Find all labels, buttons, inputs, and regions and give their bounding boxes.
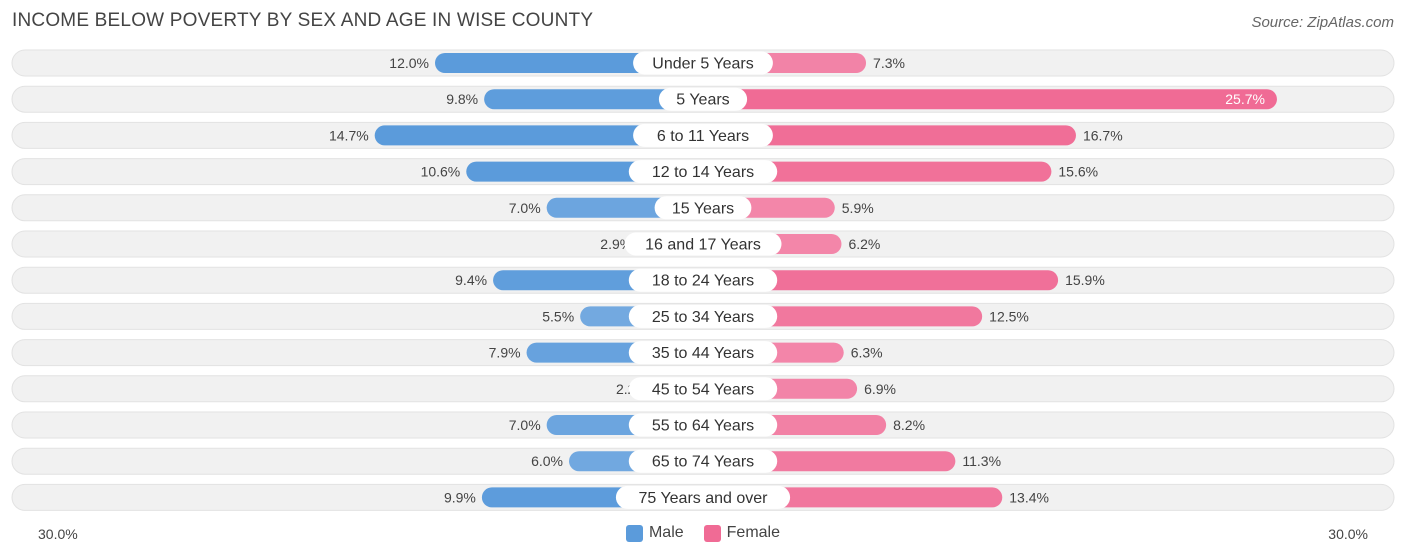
category-pill: [628, 160, 778, 184]
chart-svg: 12.0% 7.3% Under 5 Years 9.8% 25.7% 5 Years 14…: [11, 49, 1395, 511]
female-value-label: 12.5%: [989, 308, 1029, 324]
category-label: 18 to 24 Years: [652, 273, 754, 290]
category-pill: [628, 413, 778, 437]
male-swatch: [625, 524, 643, 542]
category-label: 12 to 14 Years: [652, 164, 754, 181]
male-value-label: 9.8%: [446, 91, 478, 107]
female-bar: [703, 161, 1052, 182]
legend-item-male[interactable]: Male: [625, 524, 684, 542]
legend-male-label: Male: [648, 524, 684, 541]
category-label: 25 to 34 Years: [652, 309, 754, 326]
male-value-label: 12.0%: [389, 55, 429, 71]
male-value-label: 7.0%: [509, 417, 541, 433]
category-pill: [633, 123, 773, 147]
category-label: 55 to 64 Years: [652, 418, 754, 435]
female-value-label: 15.6%: [1058, 164, 1098, 180]
category-pill: [615, 485, 791, 509]
legend-female-label: Female: [726, 524, 781, 541]
axis-left-label: 30.0%: [38, 526, 78, 542]
female-value-label: 13.4%: [1009, 489, 1049, 505]
female-value-label: 6.2%: [848, 236, 880, 252]
category-label: 15 Years: [672, 200, 734, 217]
female-bar: [703, 125, 1076, 146]
female-value-label: 6.3%: [851, 345, 883, 361]
female-value-label: 6.9%: [864, 381, 896, 397]
female-value-label: 8.2%: [893, 417, 925, 433]
female-value-label: 5.9%: [842, 200, 874, 216]
category-label: 65 to 74 Years: [652, 454, 754, 471]
female-swatch: [703, 524, 721, 542]
category-pill: [654, 196, 752, 220]
male-bar: [374, 125, 703, 146]
category-pill: [628, 341, 778, 365]
category-pill: [628, 377, 778, 401]
male-value-label: 5.5%: [542, 308, 574, 324]
male-value-label: 10.6%: [421, 164, 461, 180]
category-pill: [628, 268, 778, 292]
male-value-label: 7.0%: [509, 200, 541, 216]
female-value-label: 25.7%: [1225, 91, 1265, 107]
axis-right-label: 30.0%: [1328, 526, 1368, 542]
male-value-label: 14.7%: [329, 127, 369, 143]
category-label: 35 to 44 Years: [652, 345, 754, 362]
category-pill: [633, 51, 773, 75]
female-bar: [703, 89, 1277, 110]
category-label: 45 to 54 Years: [652, 381, 754, 398]
female-value-label: 16.7%: [1083, 127, 1123, 143]
female-bar: [703, 270, 1059, 291]
category-label: 5 Years: [676, 92, 729, 109]
category-pill: [628, 449, 778, 473]
female-value-label: 7.3%: [873, 55, 905, 71]
category-pill: [658, 87, 748, 111]
female-value-label: 11.3%: [962, 453, 1001, 469]
male-value-label: 9.9%: [444, 489, 476, 505]
category-pill: [624, 232, 782, 256]
category-pill: [628, 304, 778, 328]
male-value-label: 6.0%: [531, 453, 563, 469]
male-value-label: 7.9%: [489, 345, 521, 361]
male-value-label: 9.4%: [455, 272, 487, 288]
category-label: 75 Years and over: [639, 490, 769, 507]
female-value-label: 15.9%: [1065, 272, 1105, 288]
source-label: Source: ZipAtlas.com: [1251, 14, 1394, 31]
category-label: 16 and 17 Years: [645, 237, 761, 254]
legend: Male Female: [0, 524, 1406, 542]
male-value-label: 2.9%: [600, 236, 632, 252]
category-label: 6 to 11 Years: [657, 128, 749, 145]
legend-item-female[interactable]: Female: [703, 524, 781, 542]
chart-title: INCOME BELOW POVERTY BY SEX AND AGE IN W…: [12, 10, 594, 31]
category-label: Under 5 Years: [652, 56, 753, 73]
male-bar: [484, 89, 703, 110]
